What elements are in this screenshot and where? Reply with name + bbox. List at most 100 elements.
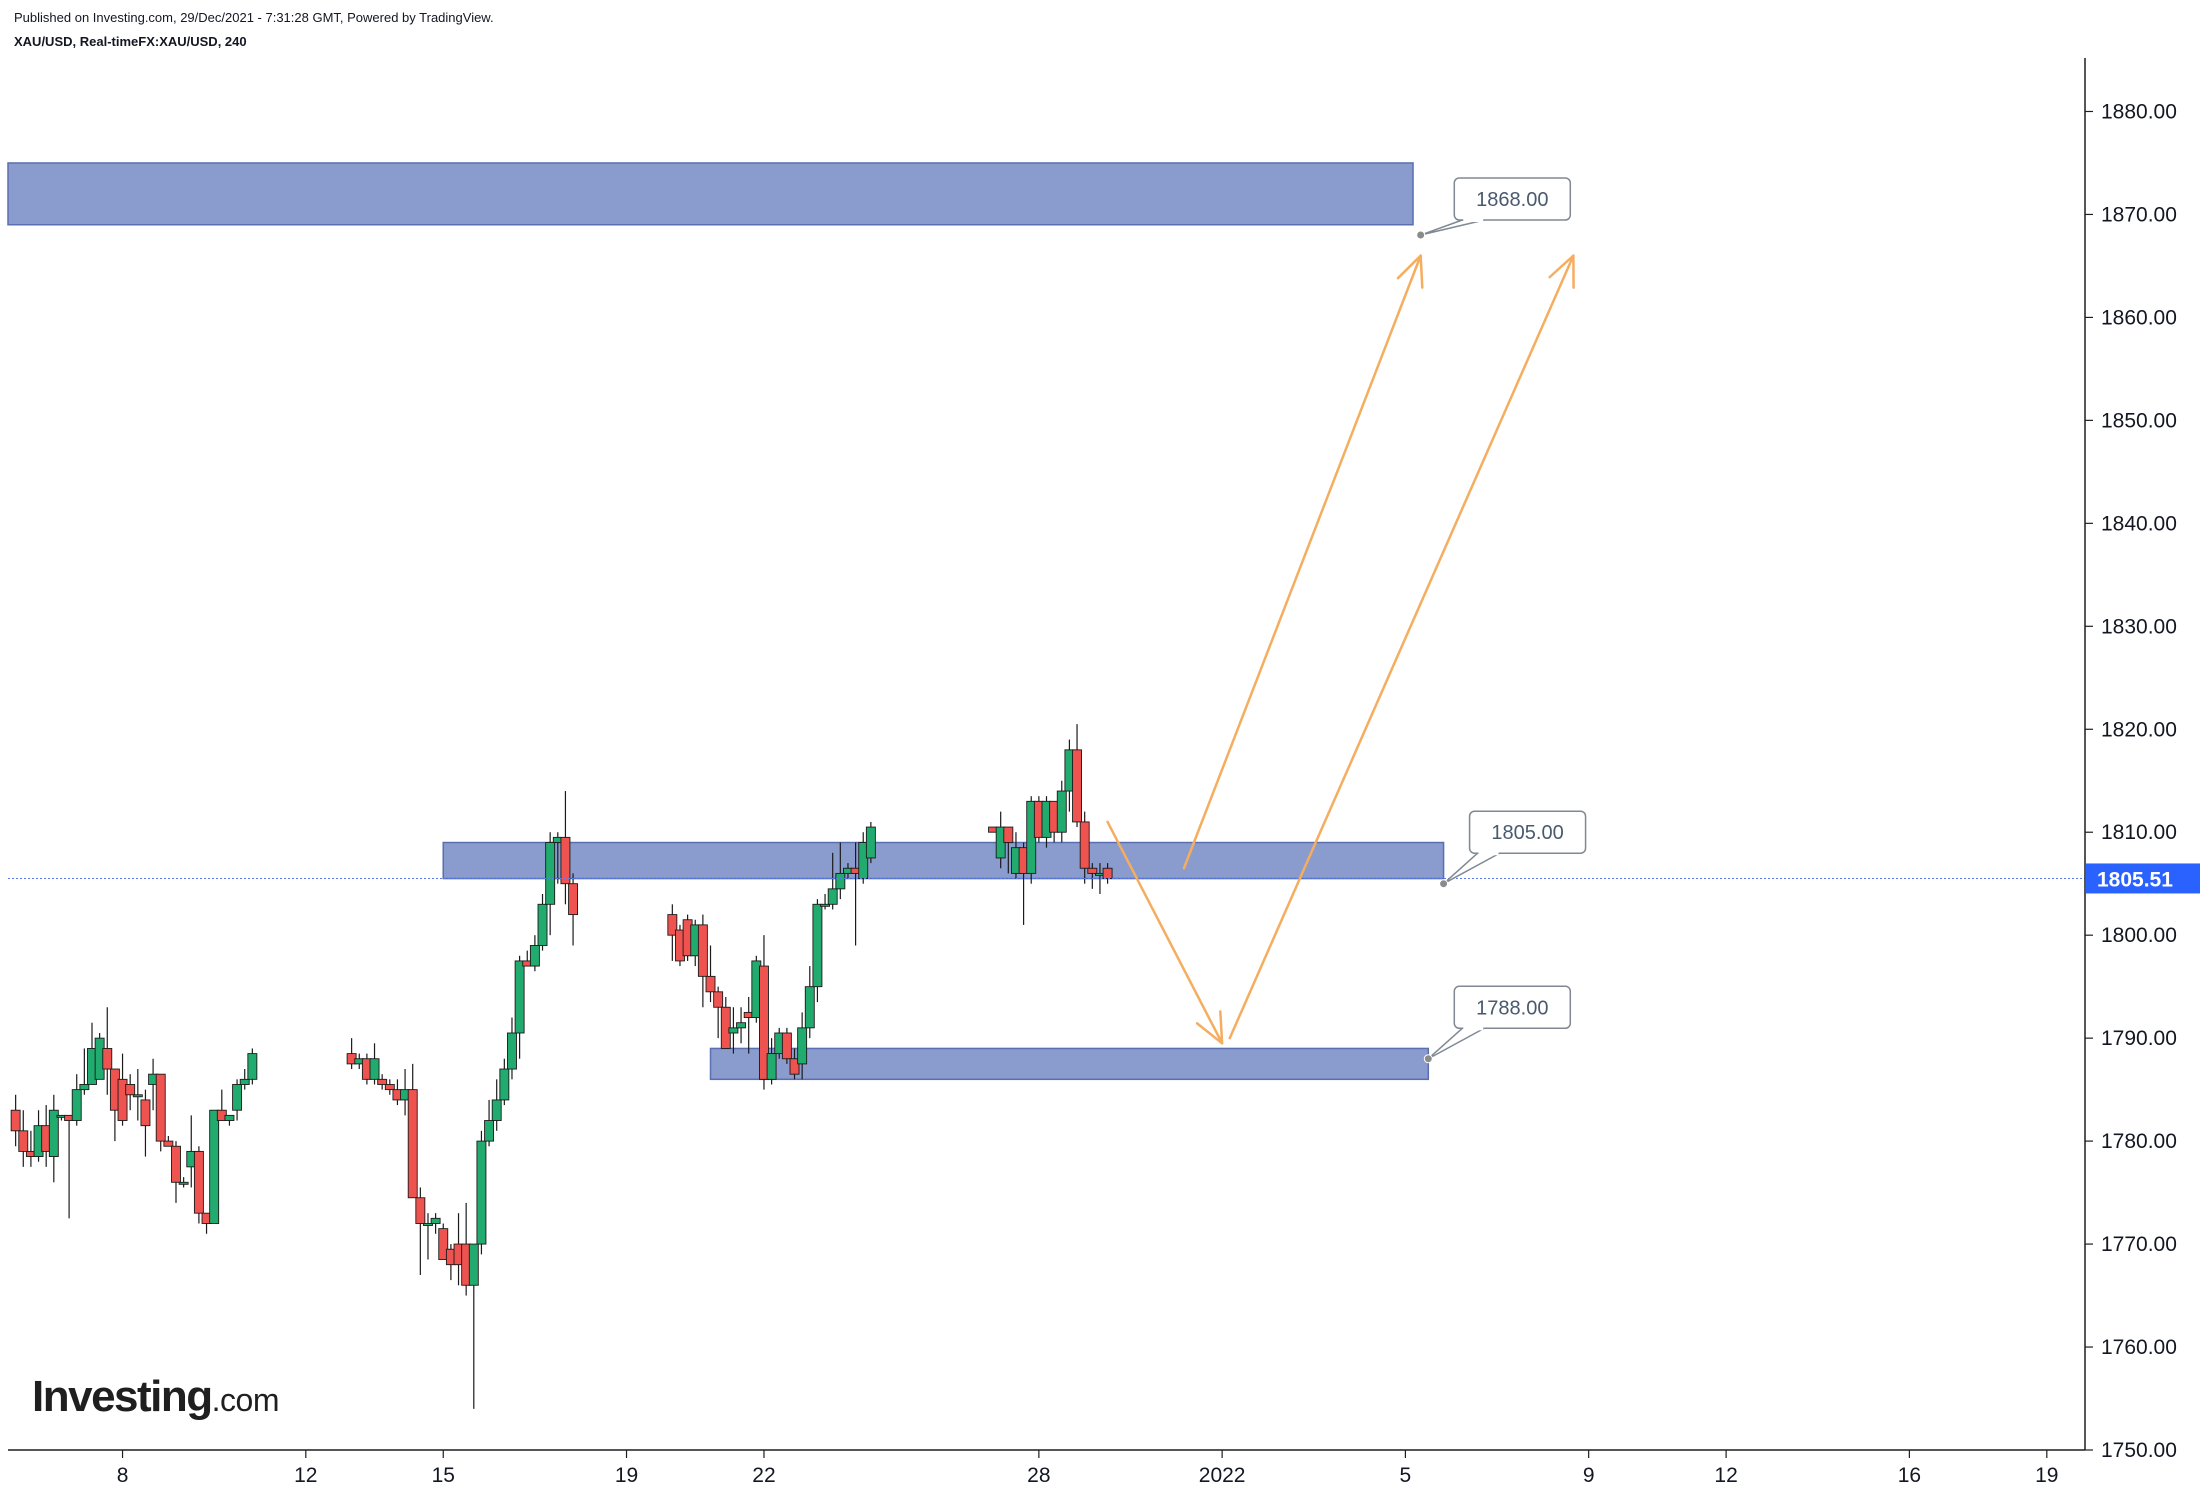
zone-upper bbox=[7, 162, 1414, 226]
x-tick-label: 22 bbox=[752, 1464, 775, 1487]
arrow-shaft bbox=[1106, 820, 1224, 1045]
zone-lower bbox=[709, 1047, 1430, 1081]
candle bbox=[163, 1135, 174, 1147]
y-tick-label: 1770.00 bbox=[2101, 1233, 2177, 1256]
y-tick-label: 1840.00 bbox=[2101, 512, 2177, 535]
x-tick-label: 28 bbox=[1027, 1464, 1050, 1487]
candle-body-down bbox=[1079, 821, 1090, 869]
candle bbox=[759, 935, 769, 1090]
arrow-head bbox=[1396, 254, 1424, 289]
candle bbox=[430, 1213, 441, 1234]
x-tick-label: 2022 bbox=[1199, 1464, 1246, 1487]
callout-seam bbox=[1463, 218, 1484, 222]
candle-body-up bbox=[484, 1120, 495, 1142]
candle-body-up bbox=[820, 903, 831, 907]
candle bbox=[766, 1038, 777, 1085]
candle bbox=[476, 1130, 487, 1255]
candle-body-down bbox=[1102, 867, 1113, 880]
candle bbox=[697, 914, 708, 1008]
callout-pointer bbox=[1419, 219, 1486, 236]
candle bbox=[545, 832, 556, 936]
y-tick-label: 1800.00 bbox=[2101, 924, 2177, 947]
callout-anchor-dot bbox=[1416, 230, 1426, 240]
logo-domain: .com bbox=[211, 1382, 280, 1418]
callout-box bbox=[1453, 985, 1572, 1030]
candle-body-up bbox=[247, 1053, 258, 1080]
investing-logo: Investing.com bbox=[32, 1372, 280, 1422]
candle-body-down bbox=[781, 1032, 792, 1060]
candle bbox=[247, 1048, 258, 1085]
arrows-layer bbox=[1106, 254, 1575, 1045]
candle-body-up bbox=[499, 1068, 510, 1101]
symbol-caption: XAU/USD, Real-timeFX:XAU/USD, 240 bbox=[14, 34, 247, 49]
candle-body-up bbox=[48, 1109, 59, 1158]
y-tick-label: 1780.00 bbox=[2101, 1130, 2177, 1153]
zone-middle bbox=[442, 841, 1445, 880]
candle bbox=[224, 1114, 235, 1126]
candle bbox=[560, 791, 571, 905]
x-tick-label: 9 bbox=[1583, 1464, 1595, 1487]
candle bbox=[423, 1213, 433, 1260]
zones-layer bbox=[7, 162, 1445, 1081]
candle bbox=[804, 966, 815, 1039]
candle bbox=[728, 1007, 739, 1054]
candle-body-down bbox=[568, 883, 579, 916]
candle bbox=[468, 1243, 479, 1409]
callout-label: 1805.00 bbox=[1491, 822, 1563, 844]
candle bbox=[820, 894, 831, 910]
candle bbox=[102, 1007, 113, 1095]
candle bbox=[239, 1069, 250, 1090]
candle-body-up bbox=[804, 986, 815, 1029]
candle-body-up bbox=[514, 960, 525, 1034]
callout-seam bbox=[1463, 1026, 1484, 1031]
candle-body-up bbox=[369, 1058, 380, 1080]
y-tick-label: 1880.00 bbox=[2101, 100, 2177, 123]
candle-body-up bbox=[797, 1027, 808, 1065]
candle-body-down bbox=[193, 1150, 204, 1214]
candle-body-up bbox=[71, 1089, 82, 1121]
candle bbox=[415, 1187, 426, 1275]
candle bbox=[736, 1007, 747, 1044]
candle bbox=[369, 1043, 380, 1085]
candle-body-up bbox=[132, 1094, 143, 1098]
x-tick-label: 8 bbox=[117, 1464, 129, 1487]
callout-pointer bbox=[1442, 852, 1501, 885]
candle bbox=[384, 1079, 395, 1095]
candle bbox=[193, 1146, 204, 1224]
callout-label: 1868.00 bbox=[1476, 189, 1548, 211]
candle bbox=[484, 1099, 495, 1147]
candle bbox=[705, 945, 716, 1003]
callout-anchor-dot bbox=[1439, 879, 1449, 889]
candle-body-up bbox=[766, 1053, 777, 1080]
x-tick-label: 19 bbox=[2035, 1464, 2058, 1487]
candle bbox=[1079, 811, 1090, 884]
candle bbox=[377, 1074, 388, 1090]
candles-layer bbox=[10, 724, 1113, 1409]
y-tick-label: 1810.00 bbox=[2101, 821, 2177, 844]
candle bbox=[125, 1074, 136, 1111]
candle-body-down bbox=[667, 914, 678, 936]
candle bbox=[865, 821, 876, 864]
published-caption: Published on Investing.com, 29/Dec/2021 … bbox=[14, 10, 494, 25]
candle-body-up bbox=[835, 872, 846, 890]
candle-body-up bbox=[476, 1140, 487, 1245]
candle-body-down bbox=[125, 1084, 136, 1096]
callouts-layer: 1868.00 1805.00 1788.00 bbox=[1416, 177, 1587, 1064]
arrow-shaft bbox=[1228, 254, 1575, 1040]
candle-body-down bbox=[171, 1145, 181, 1183]
candle-body-down bbox=[10, 1109, 21, 1132]
x-tick-label: 16 bbox=[1898, 1464, 1921, 1487]
candle bbox=[667, 904, 678, 961]
candle bbox=[1056, 780, 1067, 843]
candle-body-down bbox=[415, 1197, 426, 1224]
candle-body-down bbox=[102, 1047, 113, 1070]
candle bbox=[132, 1069, 143, 1121]
arrow-head bbox=[1195, 1010, 1224, 1045]
candle-body-down bbox=[384, 1084, 395, 1091]
candle-body-up bbox=[858, 842, 869, 880]
candle bbox=[507, 1017, 517, 1080]
x-tick-label: 5 bbox=[1400, 1464, 1412, 1487]
candle bbox=[71, 1074, 82, 1126]
candle-body-down bbox=[697, 924, 708, 977]
